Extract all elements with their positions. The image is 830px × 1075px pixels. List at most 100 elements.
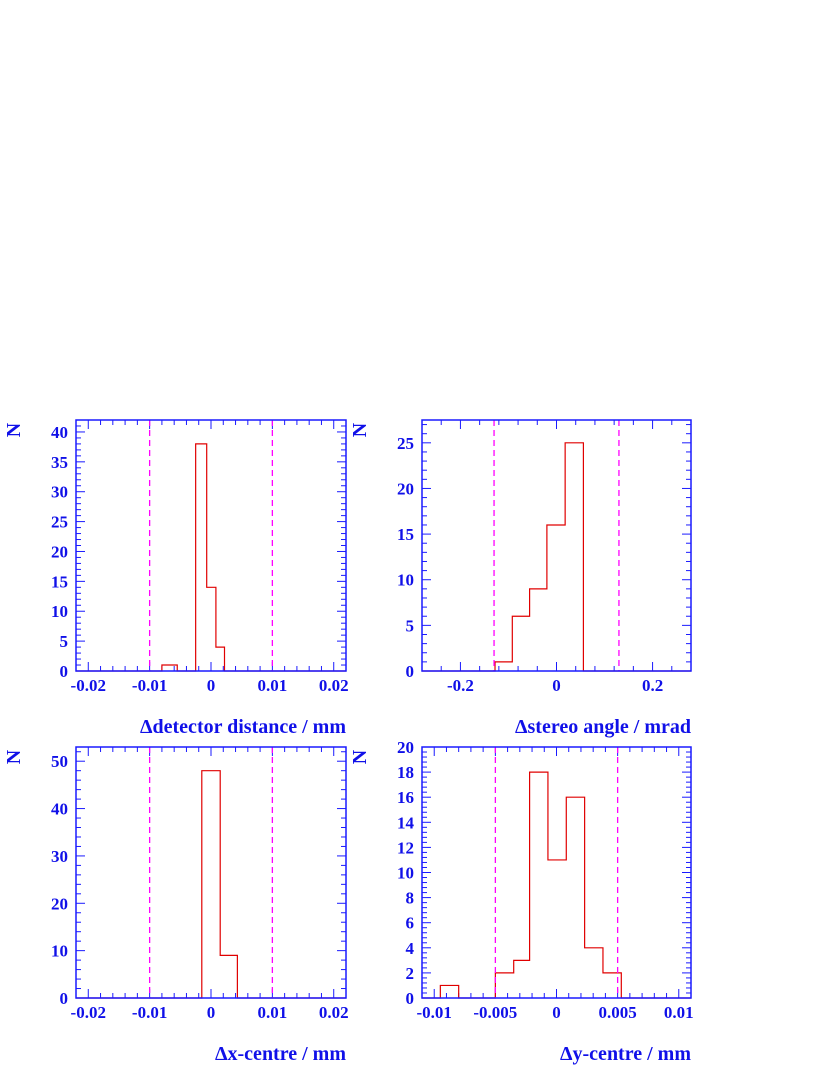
y-tick-label: 4 [406, 939, 415, 958]
y-tick-label: 0 [60, 989, 69, 1008]
y-tick-label: 12 [397, 838, 414, 857]
x-axis-label: Δstereo angle / mrad [515, 716, 691, 738]
y-tick-label: 0 [406, 989, 415, 1008]
x-tick-label: 0 [207, 1003, 216, 1022]
x-tick-label: -0.2 [447, 676, 474, 695]
histogram-bin [530, 772, 548, 998]
histogram-bin [220, 955, 237, 998]
x-tick-label: 0 [552, 676, 561, 695]
axis-ticks [75, 419, 347, 672]
plot-frame [75, 419, 347, 672]
x-tick-label: 0.02 [319, 1003, 349, 1022]
y-tick-label: 35 [51, 453, 68, 472]
x-tick-label: -0.01 [132, 676, 167, 695]
plot-frame [75, 746, 347, 999]
histogram-outline [422, 771, 691, 999]
x-tick-label: 0.01 [257, 1003, 287, 1022]
histogram-bin [162, 665, 177, 671]
histogram-bin [547, 525, 565, 671]
cut-lines [148, 420, 274, 671]
y-tick-labels: 0 10 20 30 40 50 [51, 752, 68, 1008]
panel-stereo-angle: N -0.2 0 0.2 0 5 10 15 20 25 Δstereo angle / mr… [349, 419, 692, 738]
y-tick-label: 40 [51, 423, 68, 442]
x-axis-label: Δx-centre / mm [215, 1043, 346, 1065]
histogram-bin [530, 589, 547, 671]
cut-lines [148, 747, 274, 998]
histogram-series [76, 770, 346, 999]
x-axis-label: Δdetector distance / mm [140, 716, 346, 738]
histogram-bin [196, 444, 207, 671]
y-tick-label: 25 [51, 513, 68, 532]
y-tick-label: 18 [397, 763, 414, 782]
y-tick-label: 2 [406, 964, 415, 983]
histogram-bin [202, 771, 220, 998]
y-tick-label: 50 [51, 752, 68, 771]
x-tick-label: 0 [552, 1003, 561, 1022]
histogram-bin [585, 948, 603, 998]
x-tick-labels: -0.02 -0.01 0 0.01 0.02 [71, 1003, 349, 1022]
y-tick-label: 15 [51, 572, 68, 591]
histogram-bin [514, 960, 530, 998]
x-tick-labels: -0.02 -0.01 0 0.01 0.02 [71, 676, 349, 695]
x-tick-label: -0.01 [417, 1003, 452, 1022]
panel-x-centre: N -0.02 -0.01 0 0.01 0.02 0 10 20 30 40 50 Δx-cen… [3, 746, 349, 1065]
y-tick-label: 0 [406, 662, 415, 681]
histogram-series [422, 771, 691, 999]
histogram-bin [548, 860, 566, 998]
y-tick-label: 10 [51, 942, 68, 961]
x-tick-label: 0.2 [642, 676, 663, 695]
y-tick-labels: 0 5 10 15 20 25 30 35 40 [51, 423, 68, 681]
y-tick-label: 5 [406, 616, 415, 635]
y-tick-label: 30 [51, 847, 68, 866]
y-axis-label: N [349, 749, 371, 764]
x-tick-label: -0.01 [132, 1003, 167, 1022]
x-tick-label: 0.02 [319, 676, 349, 695]
y-tick-label: 15 [397, 525, 414, 544]
cut-lines [494, 747, 619, 998]
plot-frame [421, 419, 692, 672]
y-tick-label: 6 [406, 914, 415, 933]
cut-lines [493, 420, 620, 671]
histogram-series [76, 443, 346, 672]
histogram-outline [422, 442, 691, 672]
y-tick-label: 10 [397, 571, 414, 590]
y-tick-label: 30 [51, 483, 68, 502]
plot-frame [421, 746, 692, 999]
y-tick-label: 5 [60, 632, 69, 651]
y-tick-label: 40 [51, 800, 68, 819]
histogram-series [422, 442, 691, 672]
histogram-outline [76, 770, 346, 999]
y-tick-label: 0 [60, 662, 69, 681]
axis-ticks [421, 420, 692, 672]
x-tick-labels: -0.2 0 0.2 [447, 676, 663, 695]
histogram-bin [512, 616, 529, 671]
histogram-bin [207, 587, 216, 671]
x-tick-label: 0 [207, 676, 216, 695]
y-tick-label: 25 [397, 434, 414, 453]
y-tick-labels: 0 5 10 15 20 25 [397, 434, 414, 681]
y-tick-label: 10 [397, 864, 414, 883]
y-tick-label: 20 [397, 479, 414, 498]
histogram-outline [76, 443, 346, 672]
y-tick-label: 8 [406, 889, 415, 908]
histogram-bin [495, 973, 513, 998]
x-tick-label: 0.005 [599, 1003, 637, 1022]
x-tick-label: -0.02 [71, 676, 106, 695]
histogram-bin [495, 662, 512, 671]
y-tick-label: 20 [51, 542, 68, 561]
panel-y-centre: N -0.01 -0.005 0 0.005 0.01 0 2 4 6 8 10 12 14 16 18 2… [349, 738, 694, 1065]
x-tick-labels: -0.01 -0.005 0 0.005 0.01 [417, 1003, 694, 1022]
y-tick-label: 16 [397, 788, 414, 807]
panel-detector-distance: N -0.02 -0.01 0 0.01 0.02 0 5 10 15 20 25 30 35 40 Δ… [3, 419, 349, 738]
axis-ticks [75, 747, 347, 999]
y-tick-label: 10 [51, 602, 68, 621]
x-axis-label: Δy-centre / mm [560, 1043, 691, 1065]
y-tick-label: 14 [397, 813, 415, 832]
y-tick-labels: 0 2 4 6 8 10 12 14 16 18 20 [397, 738, 415, 1008]
y-tick-label: 20 [51, 894, 68, 913]
x-tick-label: 0.01 [257, 676, 287, 695]
axis-ticks [421, 746, 692, 999]
y-axis-label: N [3, 422, 25, 437]
x-tick-label: 0.01 [664, 1003, 694, 1022]
